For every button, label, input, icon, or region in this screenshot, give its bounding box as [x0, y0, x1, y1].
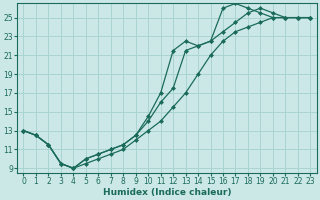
X-axis label: Humidex (Indice chaleur): Humidex (Indice chaleur)	[103, 188, 231, 197]
